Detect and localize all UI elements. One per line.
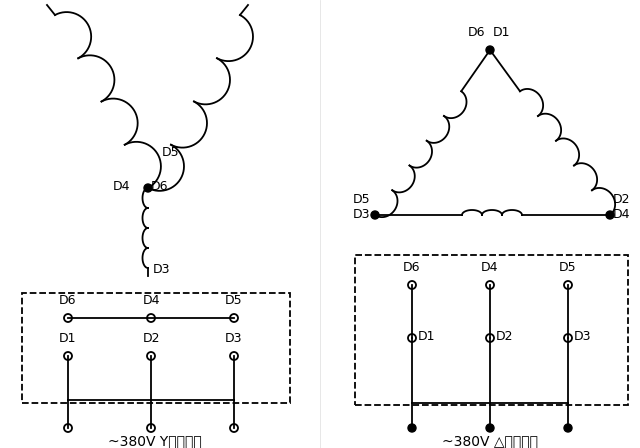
Text: ~380V Y形接线法: ~380V Y形接线法 [108,434,202,448]
Text: D2: D2 [496,330,513,343]
Text: D2: D2 [613,193,630,206]
Text: D3: D3 [225,332,243,345]
Text: D4: D4 [113,180,130,193]
Text: D2: D2 [142,332,160,345]
Text: D6: D6 [60,294,77,307]
Circle shape [486,424,494,432]
Text: D1: D1 [418,330,435,343]
Circle shape [486,46,494,54]
Text: D6: D6 [403,261,420,274]
Text: D3: D3 [353,208,370,221]
Text: D3: D3 [153,263,170,276]
Text: D3: D3 [574,330,591,343]
Text: D5: D5 [162,146,180,159]
Text: D1: D1 [60,332,77,345]
Text: D1: D1 [493,26,511,39]
Text: D6: D6 [467,26,485,39]
Circle shape [144,184,152,192]
Circle shape [606,211,614,219]
Bar [22,293,290,403]
Text: D5: D5 [353,193,370,206]
Text: D5: D5 [225,294,243,307]
Text: D4: D4 [142,294,160,307]
Text: D6: D6 [151,180,168,193]
Bar [355,255,628,405]
Circle shape [408,424,416,432]
Text: D4: D4 [613,208,630,221]
Text: ~380V △形接线法: ~380V △形接线法 [442,434,538,448]
Circle shape [564,424,572,432]
Circle shape [371,211,379,219]
Text: D5: D5 [559,261,577,274]
Text: D4: D4 [481,261,499,274]
